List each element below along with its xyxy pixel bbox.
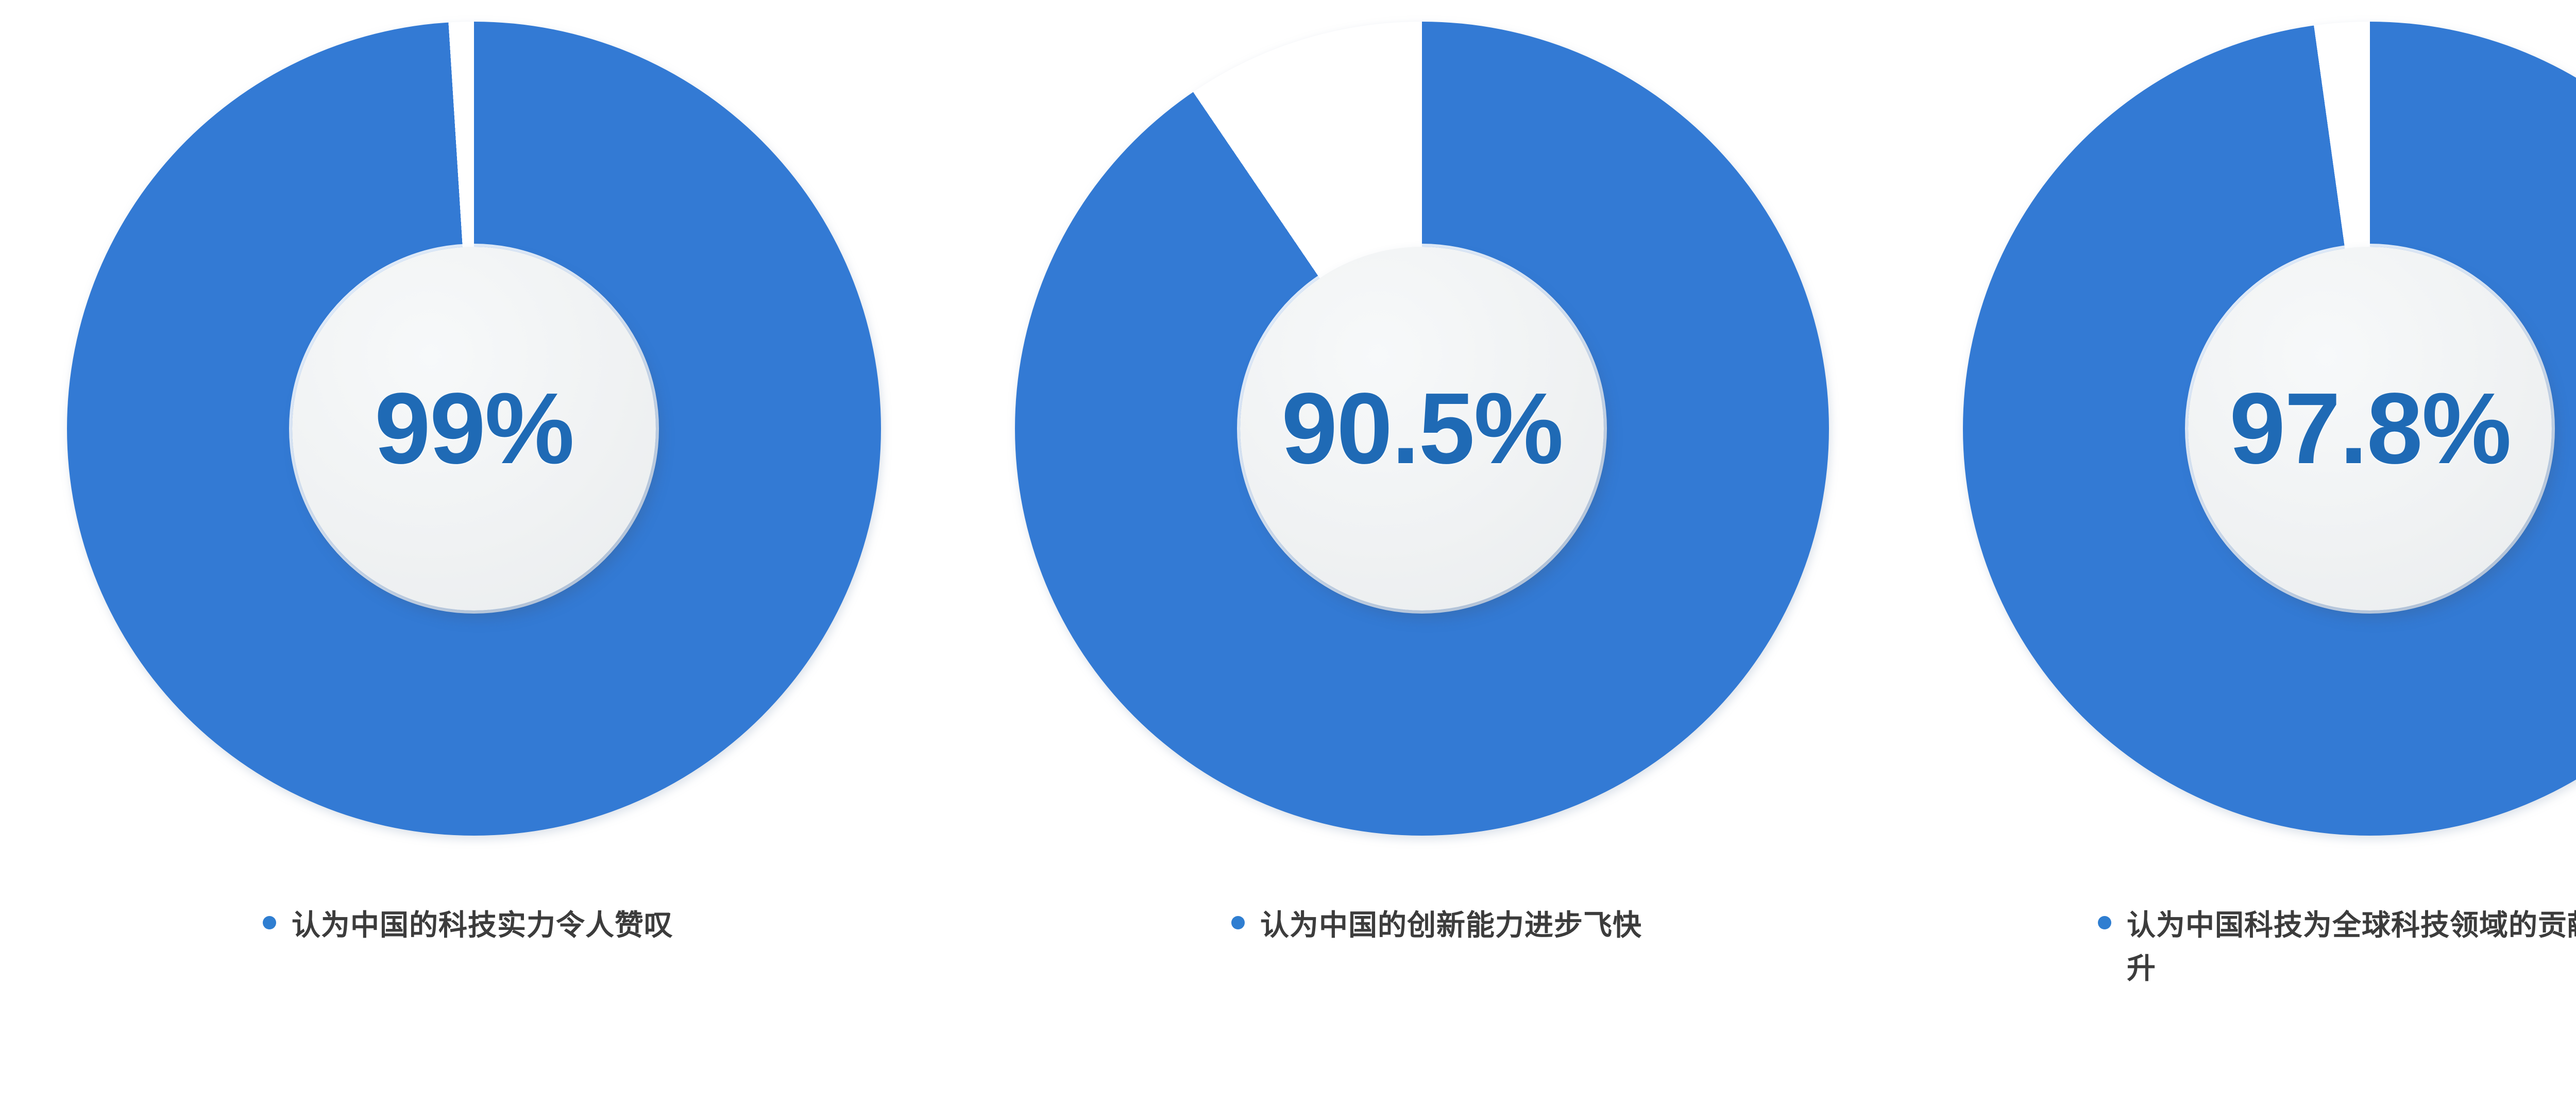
legend-3: 认为中国科技为全球科技领域的贡献度快速攀升: [2004, 904, 2576, 990]
legend-2: 认为中国的创新能力进步飞快: [1056, 904, 1788, 947]
donut-hole-2: 90.5%: [1240, 247, 1604, 610]
legend-label-3: 认为中国科技为全球科技领域的贡献度快速攀升: [2127, 909, 2576, 985]
donut-chart-1: 99%: [67, 22, 881, 836]
donut-value-1: 99%: [374, 372, 574, 485]
donut-hole-3: 97.8%: [2188, 247, 2552, 610]
donut-panel-1: 99% 认为中国的科技实力令人赞叹: [0, 0, 948, 1103]
legend-1: 认为中国的科技实力令人赞叹: [108, 904, 840, 947]
donut-panel-3: 97.8% 认为中国科技为全球科技领域的贡献度快速攀升: [1896, 0, 2576, 1103]
legend-dot-icon-1: [263, 916, 276, 929]
donut-chart-3: 97.8%: [1963, 22, 2576, 836]
legend-dot-icon-3: [2098, 916, 2111, 929]
donut-panel-2: 90.5% 认为中国的创新能力进步飞快: [948, 0, 1896, 1103]
legend-dot-icon-2: [1231, 916, 1245, 929]
donut-chart-2: 90.5%: [1015, 22, 1829, 836]
donut-value-2: 90.5%: [1281, 372, 1564, 485]
donut-hole-1: 99%: [292, 247, 656, 610]
legend-label-1: 认为中国的科技实力令人赞叹: [292, 909, 673, 941]
donut-value-3: 97.8%: [2229, 372, 2512, 485]
legend-label-2: 认为中国的创新能力进步飞快: [1260, 909, 1642, 941]
